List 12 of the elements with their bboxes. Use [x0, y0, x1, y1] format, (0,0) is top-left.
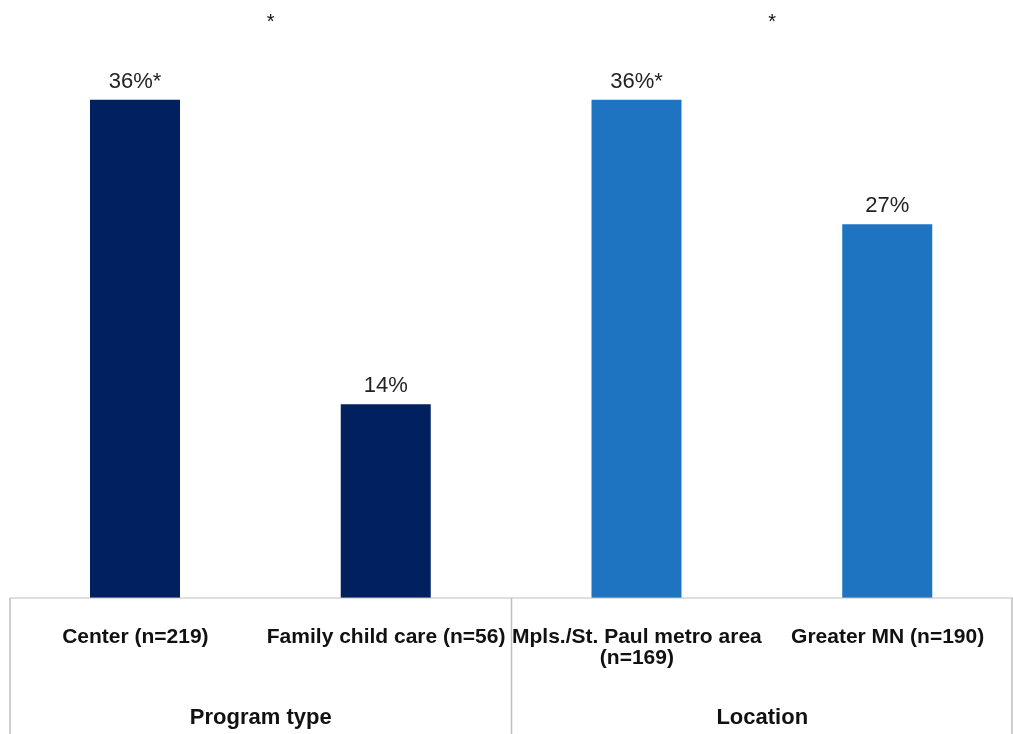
text: * — [768, 10, 777, 32]
x-tick-label: Center (n=219) — [62, 623, 209, 647]
data-label: 36%* — [108, 67, 162, 93]
x-tick-label: Family child care (n=56) — [266, 623, 506, 647]
x-tick-label: Mpls./St. Paul metro area (n=169) — [512, 623, 763, 668]
text: * — [266, 10, 275, 32]
x-tick-label: Greater MN (n=190) — [791, 623, 985, 647]
data-label: 14% — [363, 372, 408, 398]
text: Location — [716, 704, 809, 729]
data-label: 36%* — [610, 67, 664, 93]
data-label: 27% — [865, 192, 910, 218]
text: Program type — [189, 704, 332, 729]
